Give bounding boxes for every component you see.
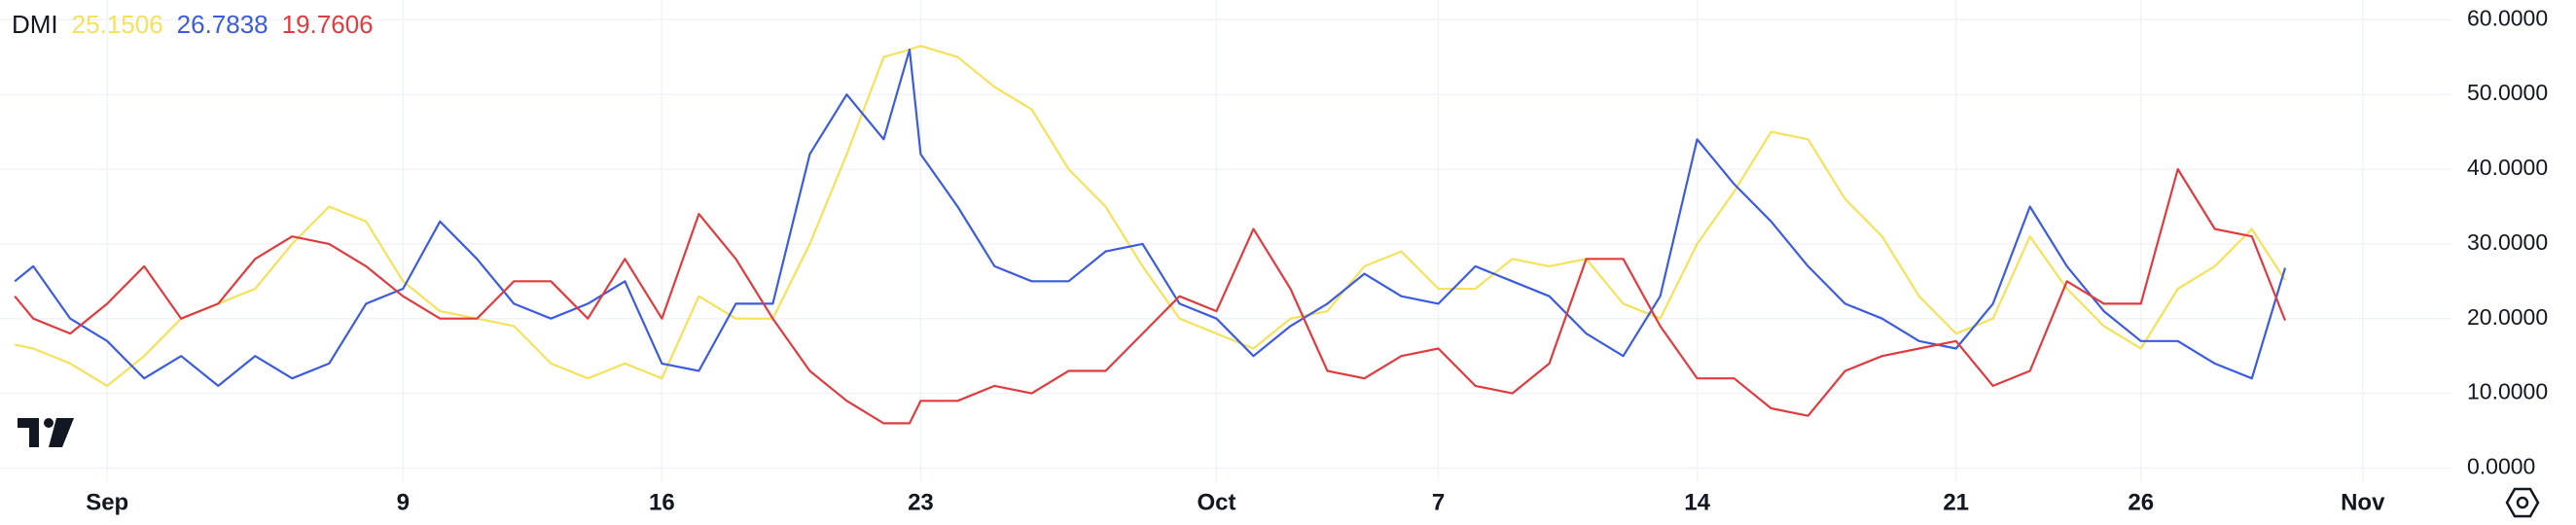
tradingview-logo <box>18 418 74 447</box>
x-tick-label: 16 <box>649 489 675 515</box>
y-tick-label: 40.0000 <box>2467 155 2548 180</box>
settings-center[interactable] <box>2516 496 2529 509</box>
indicator-title: DMI <box>12 10 58 39</box>
x-tick-label: 14 <box>1684 489 1710 515</box>
y-tick-label: 10.0000 <box>2467 379 2548 404</box>
x-tick-label: Oct <box>1197 489 1235 515</box>
grid <box>0 0 2451 481</box>
y-tick-label: 30.0000 <box>2467 229 2548 255</box>
settings-hexagon[interactable] <box>2505 487 2540 518</box>
dmi-line <box>14 167 2287 425</box>
settings-icon[interactable] <box>2505 487 2540 518</box>
x-tick-label: Nov <box>2341 489 2385 515</box>
logo-part <box>44 418 54 428</box>
dmi-line <box>14 45 2286 387</box>
y-tick-label: 50.0000 <box>2467 80 2548 105</box>
logo-part <box>49 418 74 447</box>
legend-value: 25.1506 <box>72 10 163 39</box>
y-tick-label: 0.0000 <box>2467 454 2535 479</box>
y-tick-label: 20.0000 <box>2467 304 2548 330</box>
dmi-line <box>14 48 2287 387</box>
x-tick-label: Sep <box>86 489 128 515</box>
x-tick-label: 26 <box>2128 489 2154 515</box>
legend-value: 26.7838 <box>177 10 268 39</box>
x-tick-label: 21 <box>1943 489 1969 515</box>
axis-labels: 0.0000 10.0000 20.0000 30.0000 40.0000 50.000… <box>86 5 2548 515</box>
legend: DMI 25.1506 26.7838 19.7606 <box>12 10 374 39</box>
x-tick-label: 9 <box>397 489 410 515</box>
y-tick-label: 60.0000 <box>2467 5 2548 30</box>
x-tick-label: 7 <box>1432 489 1445 515</box>
logo-part <box>18 418 39 447</box>
legend-value: 19.7606 <box>282 10 374 39</box>
plot-lines <box>14 45 2287 425</box>
x-tick-label: 23 <box>908 489 934 515</box>
